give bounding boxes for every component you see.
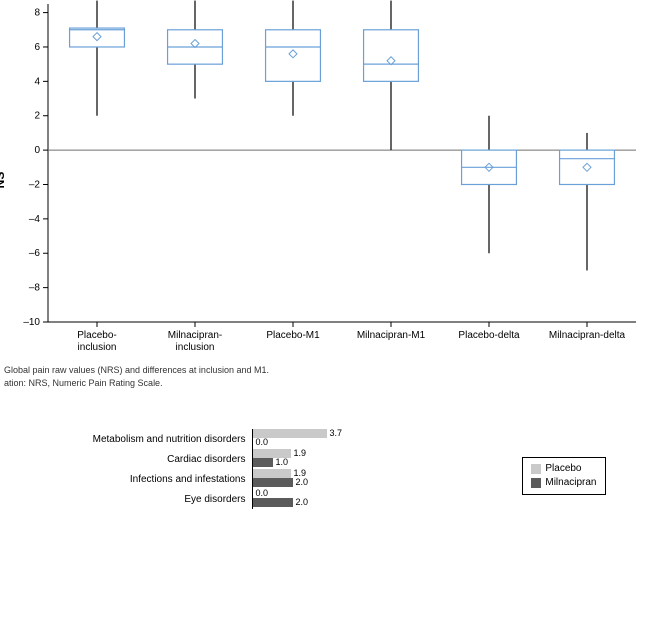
figure-caption: Global pain raw values (NRS) and differe…: [4, 364, 651, 389]
svg-text:Placebo-delta: Placebo-delta: [458, 330, 520, 341]
boxplot-svg: –10–8–6–4–202468Placebo-inclusionMilnaci…: [6, 0, 646, 360]
legend-swatch-milnacipran: [531, 478, 541, 488]
bar-segment: [253, 498, 293, 507]
svg-text:inclusion: inclusion: [175, 342, 214, 353]
svg-text:Placebo-: Placebo-: [77, 330, 116, 341]
bar-label: Cardiac disorders: [6, 454, 252, 465]
svg-text:–10: –10: [23, 317, 40, 328]
bar-segment: [253, 469, 291, 478]
barchart-legend: Placebo Milnacipran: [522, 457, 605, 495]
bar-segment: [253, 478, 293, 487]
caption-line1: Global pain raw values (NRS) and differe…: [4, 365, 269, 375]
bar-segment: [253, 458, 273, 467]
legend-label-placebo: Placebo: [545, 462, 581, 476]
boxplot-chart: –10–8–6–4–202468Placebo-inclusionMilnaci…: [6, 0, 646, 360]
svg-text:6: 6: [34, 42, 40, 53]
svg-text:Milnacipran-: Milnacipran-: [167, 330, 221, 341]
svg-text:4: 4: [34, 76, 40, 87]
y-axis-label: NS: [0, 172, 7, 189]
legend-row-milnacipran: Milnacipran: [531, 476, 596, 490]
bar-value: 2.0: [296, 497, 309, 507]
caption-line2: ation: NRS, Numeric Pain Rating Scale.: [4, 377, 651, 390]
svg-text:–6: –6: [28, 248, 40, 259]
bar-value: 0.0: [256, 437, 269, 447]
svg-text:inclusion: inclusion: [77, 342, 116, 353]
svg-text:Milnacipran-delta: Milnacipran-delta: [548, 330, 625, 341]
bar-row: Metabolism and nutrition disorders 3.7 0.0: [6, 429, 646, 449]
bar-value: 3.7: [330, 428, 343, 438]
svg-text:–8: –8: [28, 283, 40, 294]
svg-text:–4: –4: [28, 214, 40, 225]
legend-label-milnacipran: Milnacipran: [545, 476, 596, 490]
svg-text:2: 2: [34, 111, 40, 122]
svg-text:Placebo-M1: Placebo-M1: [266, 330, 320, 341]
bar-value: 1.9: [294, 448, 307, 458]
bar-label: Infections and infestations: [6, 474, 252, 485]
svg-text:8: 8: [34, 8, 40, 19]
bar-label: Eye disorders: [6, 494, 252, 505]
svg-text:Milnacipran-M1: Milnacipran-M1: [356, 330, 425, 341]
legend-row-placebo: Placebo: [531, 462, 596, 476]
bar-value: 2.0: [296, 477, 309, 487]
barchart: Metabolism and nutrition disorders 3.7 0.0…: [6, 429, 646, 509]
svg-text:–2: –2: [28, 179, 40, 190]
legend-swatch-placebo: [531, 464, 541, 474]
bar-value: 1.0: [276, 457, 289, 467]
bar-value: 0.0: [256, 488, 269, 498]
bar-label: Metabolism and nutrition disorders: [6, 434, 252, 445]
svg-text:0: 0: [34, 145, 40, 156]
